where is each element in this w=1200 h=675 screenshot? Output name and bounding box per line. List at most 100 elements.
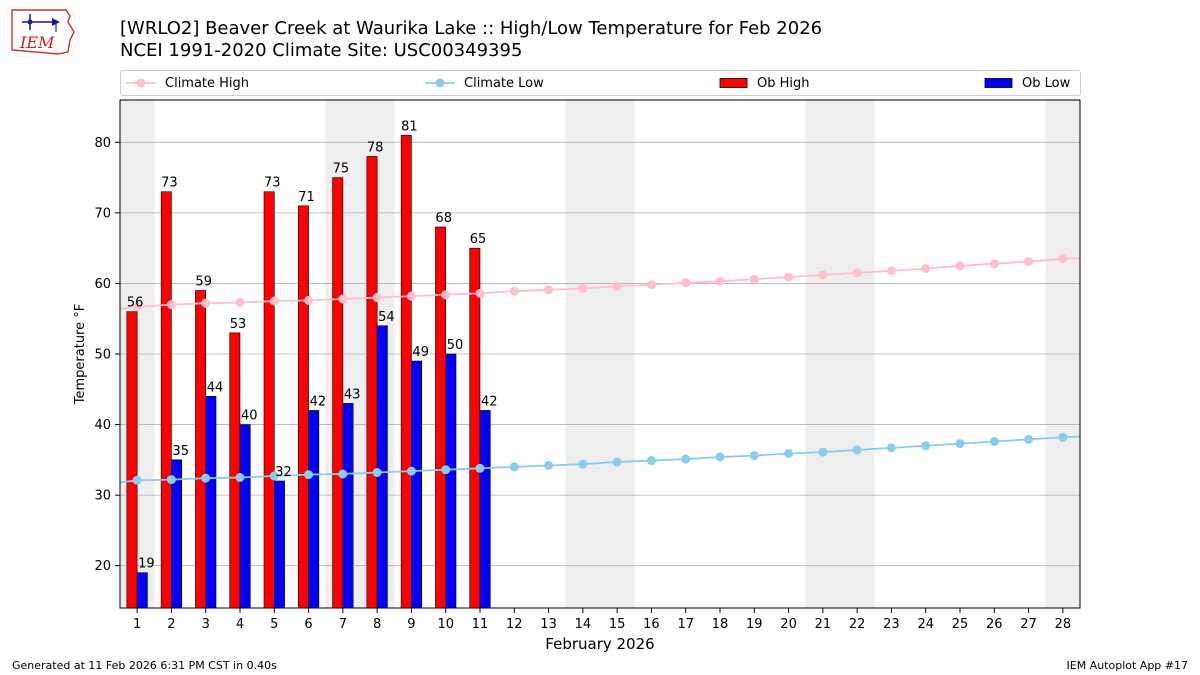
ob-low-value-label: 32 <box>275 465 292 480</box>
ob-low-bar <box>205 396 217 609</box>
legend-patch <box>984 78 1013 88</box>
ob-high-bar <box>332 177 344 609</box>
x-tick-label: 16 <box>643 617 660 632</box>
y-tick-label: 20 <box>94 559 111 574</box>
climate-low-point <box>955 439 965 449</box>
ob-low-value-label: 50 <box>447 338 464 353</box>
climate-low-point <box>1024 434 1034 444</box>
x-tick-label: 10 <box>437 617 454 632</box>
y-tick-label: 60 <box>94 277 111 292</box>
climate-low-point <box>578 459 588 469</box>
climate-high-point <box>235 297 245 307</box>
x-tick-label: 23 <box>883 617 900 632</box>
x-tick-label: 15 <box>609 617 626 632</box>
climate-low-point <box>818 447 828 457</box>
ob-low-value-label: 42 <box>310 394 327 409</box>
climate-high-point <box>818 270 828 280</box>
x-tick-label: 28 <box>1055 617 1072 632</box>
x-tick-label: 17 <box>677 617 694 632</box>
climate-high-point <box>304 295 314 305</box>
climate-low-point <box>784 448 794 458</box>
climate-low-point <box>715 452 725 462</box>
x-tick-label: 20 <box>780 617 797 632</box>
legend: Climate High Climate Low Ob High Ob Low <box>120 70 1081 96</box>
ob-low-value-label: 54 <box>378 310 395 325</box>
climate-high-point <box>955 261 965 271</box>
x-tick-label: 9 <box>407 617 415 632</box>
x-tick-label: 27 <box>1020 617 1037 632</box>
climate-low-point <box>852 445 862 455</box>
legend-patch-rect <box>984 78 1013 88</box>
climate-low-point <box>989 436 999 446</box>
ob-high-value-label: 75 <box>333 162 350 177</box>
climate-high-point <box>372 293 382 303</box>
ob-high-value-label: 81 <box>401 119 418 134</box>
ob-high-value-label: 71 <box>298 190 315 205</box>
ob-high-value-label: 73 <box>161 176 178 191</box>
climate-low-point <box>646 456 656 466</box>
x-tick-label: 7 <box>339 617 347 632</box>
legend-label: Ob Low <box>1022 75 1071 91</box>
x-tick-label: 11 <box>472 617 489 632</box>
ob-low-value-label: 40 <box>241 409 258 424</box>
ob-low-value-label: 44 <box>207 380 224 395</box>
climate-low-point <box>544 460 554 470</box>
y-tick-label: 30 <box>94 489 111 504</box>
climate-high-point <box>132 302 142 312</box>
climate-low-point <box>441 465 451 475</box>
ob-high-value-label: 65 <box>470 232 487 247</box>
ob-low-bar <box>342 403 354 609</box>
ob-high-value-label: 68 <box>435 211 452 226</box>
climate-high-point <box>166 300 176 310</box>
ob-high-bar <box>435 226 447 609</box>
climate-high-point <box>886 266 896 276</box>
ob-low-bar <box>445 353 457 609</box>
climate-low-point <box>475 463 485 473</box>
ob-high-bar <box>400 134 412 609</box>
ob-high-value-label: 59 <box>195 275 212 290</box>
legend-dot <box>435 78 445 88</box>
x-tick-label: 1 <box>133 617 141 632</box>
ob-low-value-label: 35 <box>172 444 189 459</box>
iem-logo: IEM <box>11 9 75 55</box>
climate-high-point <box>749 274 759 284</box>
chart-title: [WRLO2] Beaver Creek at Waurika Lake :: … <box>120 18 823 39</box>
x-axis-label: February 2026 <box>545 635 654 653</box>
ob-low-bar <box>273 480 285 609</box>
ob-low-value-label: 49 <box>412 345 429 360</box>
weather-station-icon <box>22 14 60 32</box>
climate-high-point <box>681 278 691 288</box>
climate-low-point <box>304 470 314 480</box>
x-tick-label: 5 <box>270 617 278 632</box>
legend-label: Climate High <box>165 75 250 91</box>
climate-low-point <box>749 451 759 461</box>
x-tick-label: 22 <box>849 617 866 632</box>
ob-low-bar <box>239 424 251 609</box>
legend-item-ob-high: Ob High <box>719 71 810 95</box>
climate-high-point <box>612 281 622 291</box>
x-tick-label: 3 <box>202 617 210 632</box>
climate-high-point <box>852 268 862 278</box>
x-tick-label: 14 <box>575 617 592 632</box>
climate-high-point <box>1058 254 1068 264</box>
legend-dot <box>136 78 146 88</box>
ob-low-bar <box>136 572 148 609</box>
legend-item-climate-high: Climate High <box>125 71 249 95</box>
ob-low-bar <box>308 410 320 609</box>
climate-low-point <box>132 475 142 485</box>
climate-low-point <box>235 472 245 482</box>
ob-high-value-label: 78 <box>367 140 384 155</box>
ob-high-value-label: 53 <box>230 317 247 332</box>
climate-low-point <box>612 457 622 467</box>
climate-low-point <box>372 468 382 478</box>
ob-high-value-label: 56 <box>127 296 144 311</box>
climate-low-point <box>681 454 691 464</box>
climate-high-point <box>269 296 279 306</box>
climate-low-point <box>886 443 896 453</box>
climate-high-point <box>509 286 519 296</box>
climate-low-point <box>921 441 931 451</box>
ob-high-bar <box>297 205 309 609</box>
climate-high-point <box>406 291 416 301</box>
x-tick-label: 13 <box>540 617 557 632</box>
